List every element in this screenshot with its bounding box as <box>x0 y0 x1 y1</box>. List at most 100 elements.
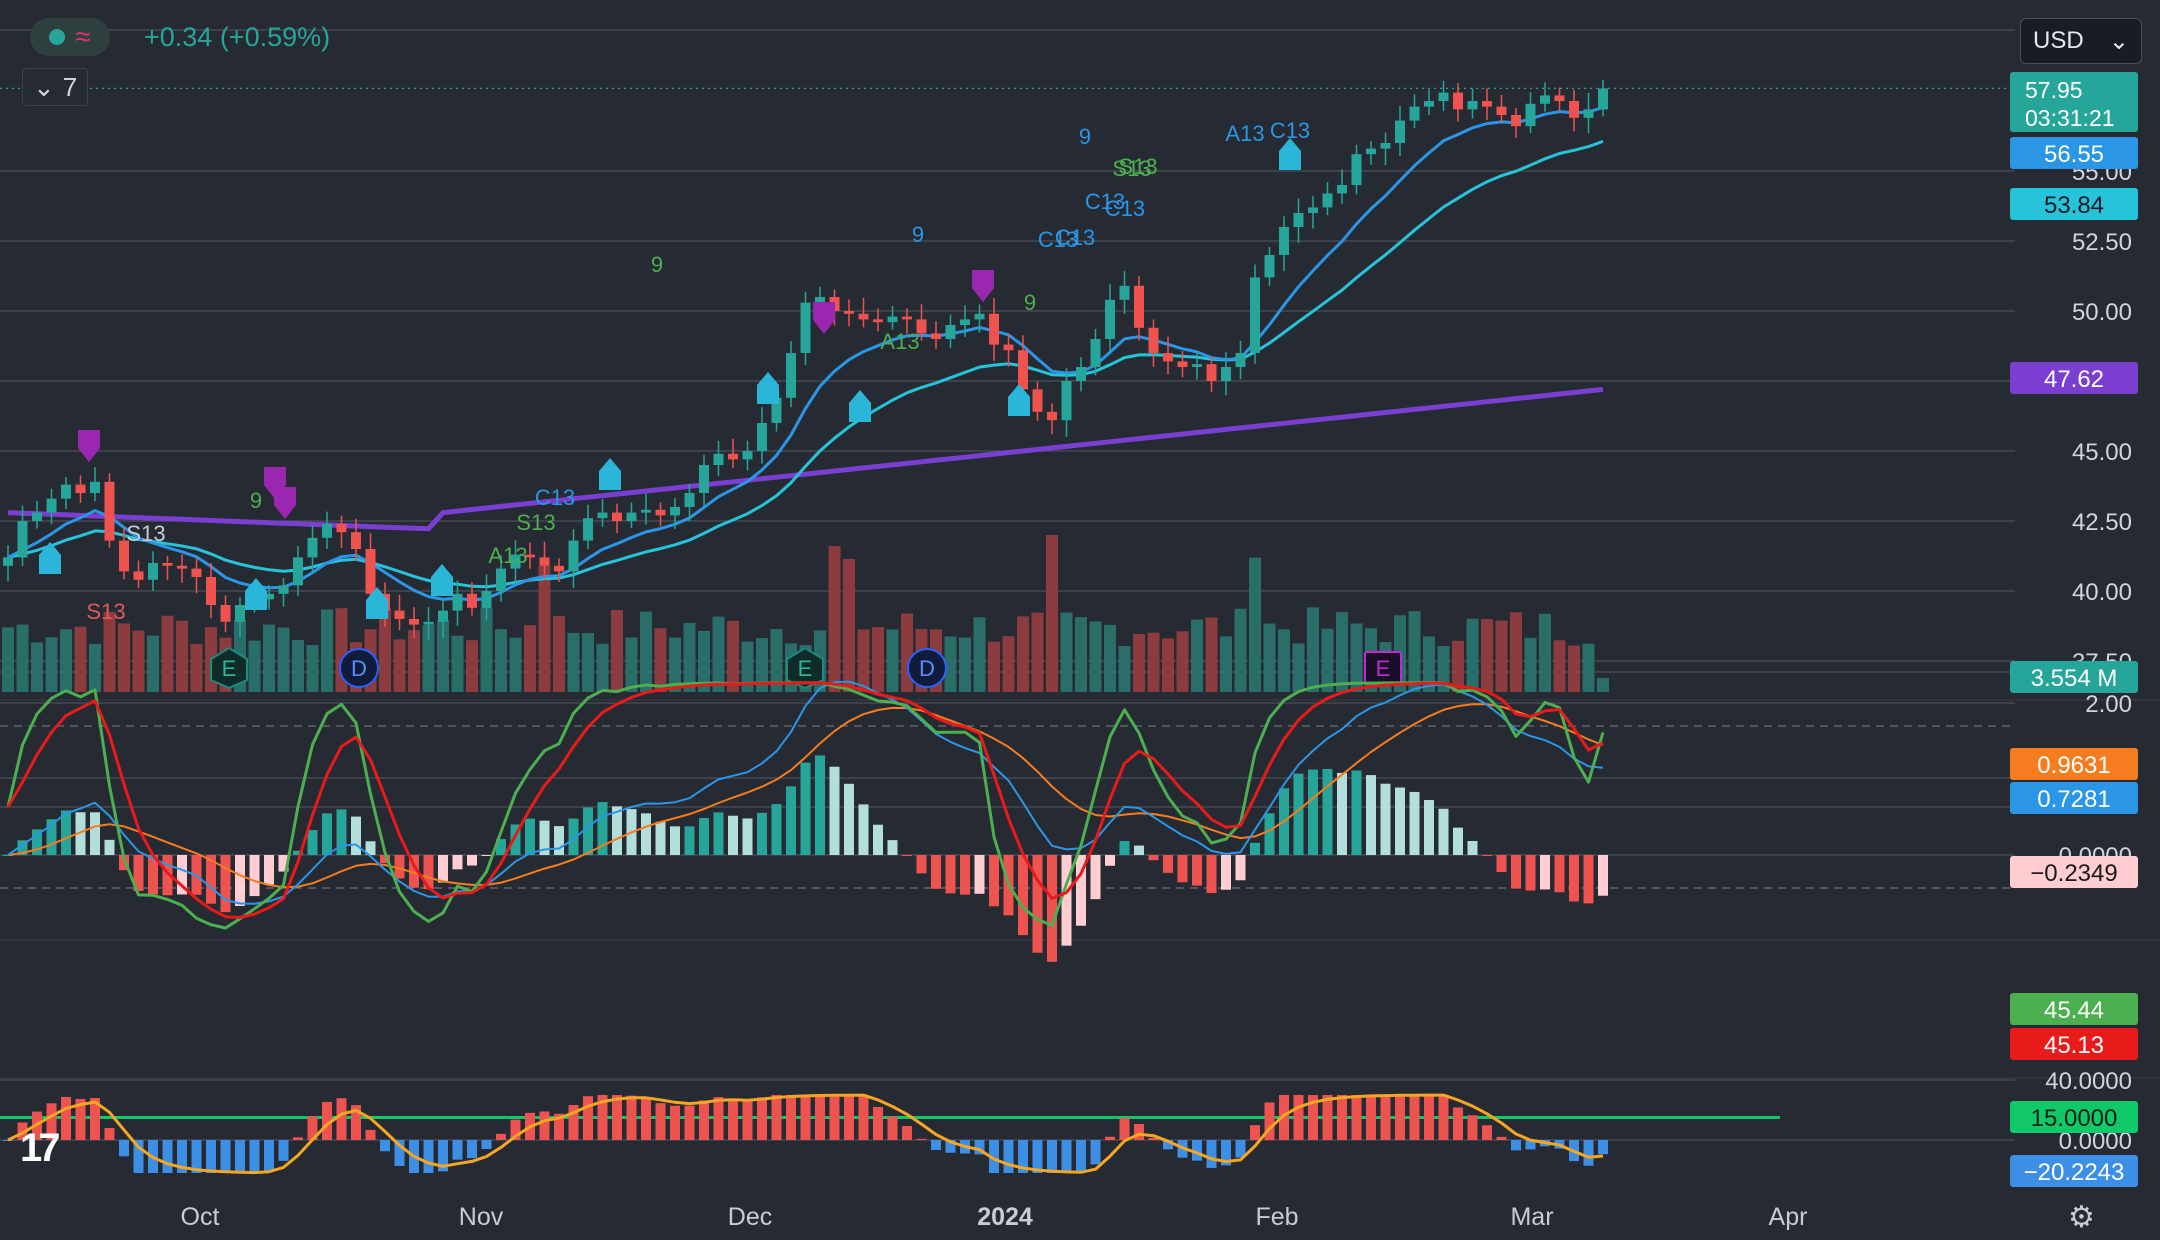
macd-hist-tag: −0.2349 <box>2010 856 2138 888</box>
macd-histogram-bar <box>90 812 100 855</box>
earnings-dividend-marker[interactable]: E <box>210 646 248 690</box>
market-open-icon <box>49 29 66 45</box>
candle-body <box>1366 148 1376 155</box>
time-axis-label: Mar <box>1510 1203 1553 1231</box>
candle-body <box>1482 101 1492 107</box>
osc-histogram-bar <box>1119 1118 1130 1140</box>
volume-bar <box>1234 608 1247 692</box>
volume-bar <box>886 629 899 692</box>
candle-body <box>844 311 854 314</box>
osc-histogram-bar <box>220 1140 231 1173</box>
macd-histogram-bar <box>713 812 724 855</box>
candle-body <box>264 593 274 600</box>
osc-histogram-bar <box>1192 1140 1202 1161</box>
osc-histogram-bar <box>858 1095 869 1140</box>
volume-bar <box>553 616 565 692</box>
buy-signal-marker <box>245 578 267 610</box>
volume-bar <box>596 643 609 692</box>
event-marker-letter: E <box>798 656 813 681</box>
ema-slow-tag-text: 47.62 <box>2044 366 2104 393</box>
buy-signal-marker <box>39 542 61 574</box>
volume-bar <box>843 559 855 692</box>
osc-histogram-bar <box>815 1095 825 1140</box>
macd-histogram-bar <box>1076 855 1086 926</box>
candle-body <box>1250 277 1260 353</box>
volume-bar <box>321 609 333 692</box>
osc-histogram-bar <box>17 1122 28 1140</box>
status-pill[interactable]: ≈ <box>30 18 110 56</box>
macd-signal-tag-text: 0.9631 <box>2037 752 2110 779</box>
osc-histogram-bar <box>1003 1140 1014 1173</box>
macd-histogram-bar <box>583 807 593 855</box>
volume-bar <box>393 639 406 692</box>
volume-bar <box>466 640 478 692</box>
candle-body <box>1598 88 1608 110</box>
macd-histogram-bar <box>510 824 521 855</box>
osc-histogram-bar <box>336 1098 347 1140</box>
osc-histogram-bar <box>713 1097 724 1140</box>
macd-histogram-bar <box>1569 855 1579 902</box>
candle-body <box>1032 389 1043 412</box>
osc-histogram-bar <box>974 1140 985 1155</box>
osc-histogram-bar <box>1511 1140 1521 1151</box>
signal-annotation: 9 <box>651 252 663 277</box>
volume-bar <box>988 641 1000 692</box>
candle-body <box>815 297 825 303</box>
volume-bar <box>828 546 841 692</box>
macd-histogram-bar <box>423 855 434 890</box>
osc-histogram-bar <box>1525 1140 1536 1150</box>
macd-histogram-bar <box>1134 845 1144 855</box>
macd-histogram-bar <box>1119 840 1130 855</box>
osc-signal-line <box>7 1093 1604 1175</box>
earnings-dividend-marker[interactable]: D <box>339 648 379 688</box>
signal-annotation: C13 <box>1055 225 1095 250</box>
candle-body <box>742 451 753 460</box>
candle-body <box>1105 299 1115 339</box>
candle-body <box>902 316 912 320</box>
candle-body <box>1380 143 1391 149</box>
volume-bar <box>2 627 14 692</box>
osc-histogram-bar <box>191 1140 202 1173</box>
earnings-dividend-marker[interactable]: D <box>907 648 947 688</box>
candle-body <box>1076 367 1086 381</box>
macd-histogram-bar <box>17 840 28 855</box>
macd-histogram-bar <box>670 826 680 855</box>
currency-select[interactable]: USD ⌄ <box>2020 18 2142 64</box>
macd-histogram-bar <box>394 855 405 879</box>
volume-tag: 3.554 M <box>2010 661 2138 693</box>
sell-signal-marker <box>972 270 994 302</box>
candle-body <box>887 316 898 323</box>
earnings-dividend-marker[interactable]: E <box>786 646 824 690</box>
osc-histogram-bar <box>1105 1136 1115 1140</box>
macd-histogram-bar <box>1511 855 1521 889</box>
macd-histogram-bar <box>1235 855 1246 881</box>
volume-bar <box>495 629 507 692</box>
volume-bar <box>1031 612 1044 692</box>
macd-histogram-bar <box>728 815 738 855</box>
macd-histogram-bar <box>612 806 622 855</box>
signal-annotation: 9 <box>250 488 262 513</box>
macd-histogram-bar <box>989 855 999 907</box>
macd-histogram-bar <box>1018 855 1028 936</box>
osc-band-tag: 15.0000 <box>2010 1101 2138 1133</box>
candle-body <box>1467 101 1478 110</box>
candle-body <box>191 568 202 577</box>
osc-histogram-bar <box>1250 1125 1260 1140</box>
macd-histogram-bar <box>1105 855 1115 866</box>
macd-histogram-bar <box>1380 783 1391 855</box>
collapse-indicators-button[interactable]: ⌄ 7 <box>22 68 89 106</box>
volume-bar <box>1220 636 1232 692</box>
osc-histogram-bar <box>249 1140 260 1173</box>
macd-histogram-bar <box>1206 855 1217 894</box>
candle-body <box>1047 411 1057 421</box>
earnings-dividend-marker[interactable]: E <box>1364 651 1402 685</box>
candle-body <box>989 313 999 345</box>
macd-histogram-bar <box>278 855 289 872</box>
gear-icon[interactable]: ⚙ <box>2068 1201 2095 1234</box>
osc-histogram-bar <box>1148 1138 1159 1140</box>
candle-body <box>438 610 448 622</box>
osc-histogram-bar <box>278 1140 289 1161</box>
stoch-d-line <box>6 681 1604 919</box>
volume-bar <box>306 644 319 692</box>
